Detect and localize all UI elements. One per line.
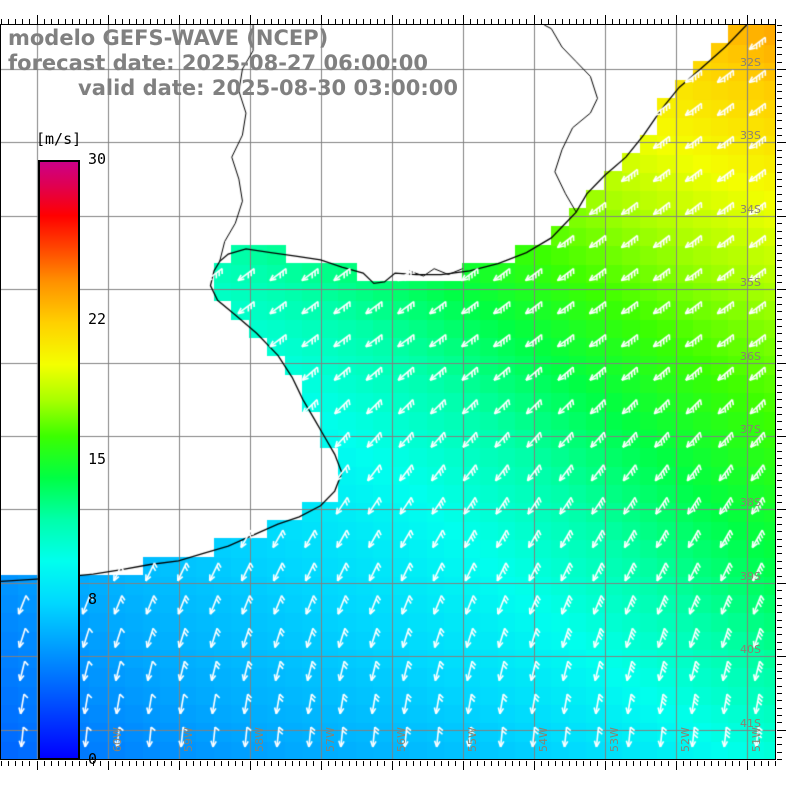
lat-tick-label: 36S <box>740 349 761 363</box>
lat-tick-label: 39S <box>740 569 761 583</box>
right-axis-ticks <box>776 24 787 760</box>
lon-tick-label: 56W <box>394 727 408 752</box>
colorbar-units-label: [m/s] <box>36 130 82 148</box>
colorbar-tick-label: 0 <box>88 750 98 768</box>
lat-tick-label: 32S <box>740 56 761 70</box>
lon-tick-label: 54W <box>536 727 550 752</box>
coastline-and-barbs-canvas <box>1 25 775 759</box>
lon-tick-label: 55W <box>465 727 479 752</box>
lon-tick-label: 57W <box>323 727 337 752</box>
lon-tick-label: 53W <box>607 727 621 752</box>
lat-tick-label: 41S <box>740 716 761 730</box>
lon-tick-label: 52W <box>678 727 692 752</box>
lat-tick-label: 33S <box>740 129 761 143</box>
colorbar-tick-label: 8 <box>88 589 98 608</box>
bottom-axis-ticks <box>0 760 776 771</box>
colorbar-tick-label: 22 <box>88 310 107 329</box>
lat-tick-label: 38S <box>740 496 761 510</box>
colorbar-gradient <box>38 160 80 760</box>
lon-tick-label: 51W <box>749 727 763 752</box>
colorbar-tick-label: 30 <box>88 150 107 168</box>
lon-tick-label: 59W <box>181 727 195 752</box>
lat-tick-label: 37S <box>740 423 761 437</box>
lat-tick-label: 35S <box>740 276 761 290</box>
lat-tick-label: 34S <box>740 202 761 216</box>
colorbar-tick-label: 15 <box>88 450 107 468</box>
lat-tick-label: 40S <box>740 643 761 657</box>
map-plot-area[interactable] <box>0 24 776 760</box>
lon-tick-label: 58W <box>252 727 266 752</box>
lon-tick-label: 60W <box>110 727 124 752</box>
